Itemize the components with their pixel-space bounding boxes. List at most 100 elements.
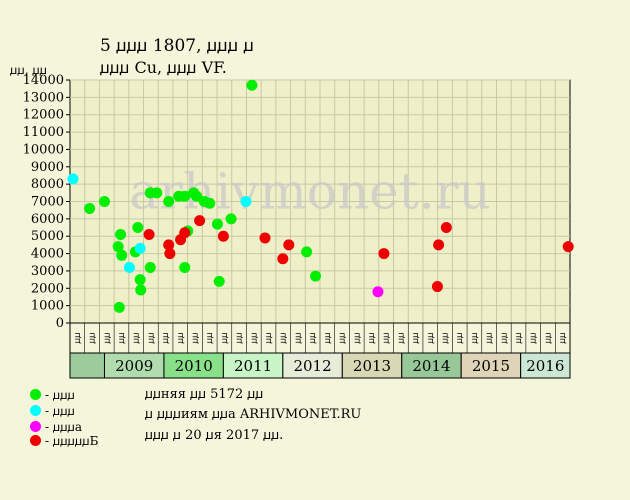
data-point <box>179 227 191 239</box>
y-tick-label: 5000 <box>31 229 64 244</box>
data-point <box>283 239 295 251</box>
month-tick-label: ꙡꙡ <box>426 332 436 343</box>
data-point <box>163 196 175 207</box>
month-tick-label: ꙡꙡ <box>470 332 480 343</box>
data-point <box>440 222 452 234</box>
legend-green-circle-icon <box>30 389 41 400</box>
month-tick-label: ꙡꙡ <box>117 332 127 343</box>
month-tick-label: ꙡꙡ <box>220 332 230 343</box>
legend-red-circle-icon <box>30 435 41 446</box>
year-label: 2013 <box>353 357 391 375</box>
data-point <box>246 79 258 91</box>
month-tick-label: ꙡꙡ <box>543 332 553 343</box>
chart-title: 5 ꙡꙡꙡ 1807, ꙡꙡꙡ ꙡ <box>100 36 254 56</box>
month-tick-label: ꙡꙡ <box>235 332 245 343</box>
y-tick-label: 4000 <box>31 247 64 262</box>
data-point <box>213 275 225 287</box>
data-point <box>151 187 163 199</box>
month-tick-label: ꙡꙡ <box>396 332 406 343</box>
y-tick-label: 11000 <box>23 125 64 140</box>
note-source: ꙡ ꙡꙡꙡиям ꙡꙡa ARHIVMONET.RU <box>145 407 362 422</box>
legend-label: - ꙡꙡꙡ <box>45 404 75 418</box>
note-average-price: ꙡꙡняя ꙡꙡ 5172 ꙡꙡ <box>145 387 264 402</box>
month-tick-label: ꙡꙡ <box>441 332 451 343</box>
y-tick-label: 6000 <box>31 212 64 227</box>
data-point <box>113 301 125 313</box>
data-point <box>143 228 155 240</box>
data-point <box>144 261 156 273</box>
data-point <box>372 286 384 298</box>
legend-label: - ꙡꙡꙡꙡꙡБ <box>45 434 99 448</box>
data-point <box>240 196 252 207</box>
month-tick-label: ꙡꙡ <box>308 332 318 343</box>
data-point <box>310 270 322 282</box>
data-point <box>163 239 175 251</box>
month-tick-label: ꙡꙡ <box>102 332 112 343</box>
month-tick-label: ꙡꙡ <box>73 332 83 343</box>
data-point <box>378 248 390 260</box>
data-point <box>116 249 128 261</box>
data-point <box>164 248 176 260</box>
y-tick-label: 1000 <box>31 299 64 314</box>
data-point <box>84 202 96 214</box>
month-tick-label: ꙡꙡ <box>558 332 568 343</box>
data-point <box>135 284 147 296</box>
legend-cyan-circle-icon <box>30 405 41 416</box>
legend-magenta-circle-icon <box>30 421 41 432</box>
month-tick-label: ꙡꙡ <box>455 332 465 343</box>
month-tick-label: ꙡꙡ <box>191 332 201 343</box>
year-label: 2011 <box>234 357 272 375</box>
year-label: 2015 <box>472 357 510 375</box>
year-label: 2012 <box>293 357 331 375</box>
month-tick-label: ꙡꙡ <box>514 332 524 343</box>
legend-item-green: - ꙡꙡꙡ <box>30 386 75 403</box>
month-tick-label: ꙡꙡ <box>132 332 142 343</box>
month-tick-label: ꙡꙡ <box>485 332 495 343</box>
month-tick-label: ꙡꙡ <box>382 332 392 343</box>
year-cell-partial <box>69 352 105 379</box>
year-cell <box>282 352 343 379</box>
month-tick-label: ꙡꙡ <box>88 332 98 343</box>
chart-subtitle: ꙡꙡꙡ Cu, ꙡꙡꙡ VF. <box>100 58 227 77</box>
year-cell <box>401 352 462 379</box>
data-point <box>123 261 135 273</box>
y-axis-label: ꙡꙡ, ꙡꙡ <box>10 63 48 77</box>
data-point <box>191 190 203 202</box>
year-label: 2014 <box>412 357 450 375</box>
data-point <box>179 261 191 273</box>
month-tick-label: ꙡꙡ <box>176 332 186 343</box>
y-tick-label: 7000 <box>31 195 64 210</box>
y-tick-label: 0 <box>56 316 64 331</box>
month-tick-label: ꙡꙡ <box>338 332 348 343</box>
legend-label: - ꙡꙡꙡa <box>45 420 83 434</box>
month-tick-label: ꙡꙡ <box>146 332 156 343</box>
month-tick-label: ꙡꙡ <box>161 332 171 343</box>
month-tick-label: ꙡꙡ <box>279 332 289 343</box>
y-tick-label: 12000 <box>23 108 64 123</box>
y-tick-label: 10000 <box>23 142 64 157</box>
y-tick-label: 13000 <box>23 90 64 105</box>
data-point <box>259 232 271 244</box>
data-point <box>225 213 237 225</box>
year-cell <box>163 352 224 379</box>
month-tick-label: ꙡꙡ <box>411 332 421 343</box>
year-label: 2009 <box>115 357 153 375</box>
data-point <box>433 239 445 251</box>
y-tick-label: 2000 <box>31 281 64 296</box>
legend-item-red: - ꙡꙡꙡꙡꙡБ <box>30 432 98 449</box>
month-tick-label: ꙡꙡ <box>529 332 539 343</box>
year-cell <box>520 352 571 379</box>
y-tick-label: 14000 <box>23 73 64 88</box>
legend-item-magenta: - ꙡꙡꙡa <box>30 418 82 435</box>
data-point <box>194 215 206 227</box>
data-point <box>134 242 146 254</box>
year-cell <box>222 352 284 379</box>
y-tick-label: 3000 <box>31 264 64 279</box>
data-point <box>431 281 443 293</box>
data-point <box>134 274 146 286</box>
year-cell <box>460 352 522 379</box>
month-tick-label: ꙡꙡ <box>205 332 215 343</box>
note-date: ꙡꙡꙡ ꙡ 20 ꙡя 2017 ꙡꙡ. <box>145 428 284 443</box>
month-tick-label: ꙡꙡ <box>264 332 274 343</box>
